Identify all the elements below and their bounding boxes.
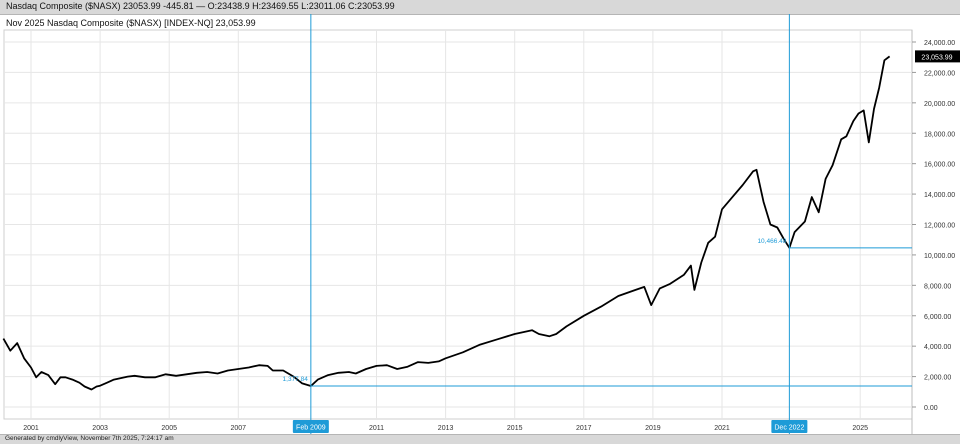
x-tick-label: 2011	[369, 425, 384, 432]
x-tick-label: 2005	[161, 425, 177, 432]
x-tick-label: 2003	[92, 425, 108, 432]
footer-bar: Generated by cmdlyView, November 7th 202…	[0, 434, 960, 444]
y-tick-label: 16,000.00	[924, 162, 955, 169]
y-tick-label: 6,000.00	[924, 314, 951, 321]
generated-text: Generated by cmdlyView, November 7th 202…	[5, 435, 174, 442]
y-tick-label: 18,000.00	[924, 131, 955, 138]
marker-value-label: 10,466.48	[757, 238, 786, 245]
x-tick-label: 2015	[507, 425, 523, 432]
y-tick-label: 0.00	[924, 405, 938, 412]
x-tick-label: 2007	[231, 425, 247, 432]
y-tick-label: 22,000.00	[924, 70, 955, 77]
y-tick-label: 10,000.00	[924, 253, 955, 260]
marker-date-badge[interactable]	[292, 420, 329, 433]
y-tick-label: 20,000.00	[924, 101, 955, 108]
chart-title: Nov 2025 Nasdaq Composite ($NASX) [INDEX…	[6, 18, 256, 28]
marker-date-badge[interactable]	[771, 420, 808, 433]
y-tick-label: 4,000.00	[924, 344, 951, 351]
y-tick-label: 14,000.00	[924, 192, 955, 199]
last-price-tag	[915, 50, 960, 63]
marker-date-label: Dec 2022	[774, 425, 804, 432]
quote-line: Nasdaq Composite ($NASX) 23053.99 -445.8…	[6, 1, 395, 11]
last-price-label: 23,053.99	[921, 54, 952, 61]
y-tick-label: 24,000.00	[924, 40, 955, 47]
x-tick-label: 2013	[438, 425, 454, 432]
x-tick-label: 2001	[23, 425, 39, 432]
y-tick-label: 8,000.00	[924, 283, 951, 290]
quote-bar: Nasdaq Composite ($NASX) 23053.99 -445.8…	[0, 0, 960, 15]
x-tick-label: 2019	[645, 425, 661, 432]
x-tick-label: 2017	[576, 425, 592, 432]
y-tick-label: 2,000.00	[924, 375, 951, 382]
price-line	[2, 55, 891, 391]
x-tick-label: 2025	[852, 425, 868, 432]
x-tick-label: 2021	[714, 425, 730, 432]
marker-date-label: Feb 2009	[296, 425, 326, 432]
marker-value-label: 1,377.84	[283, 376, 309, 383]
y-tick-label: 12,000.00	[924, 223, 955, 230]
